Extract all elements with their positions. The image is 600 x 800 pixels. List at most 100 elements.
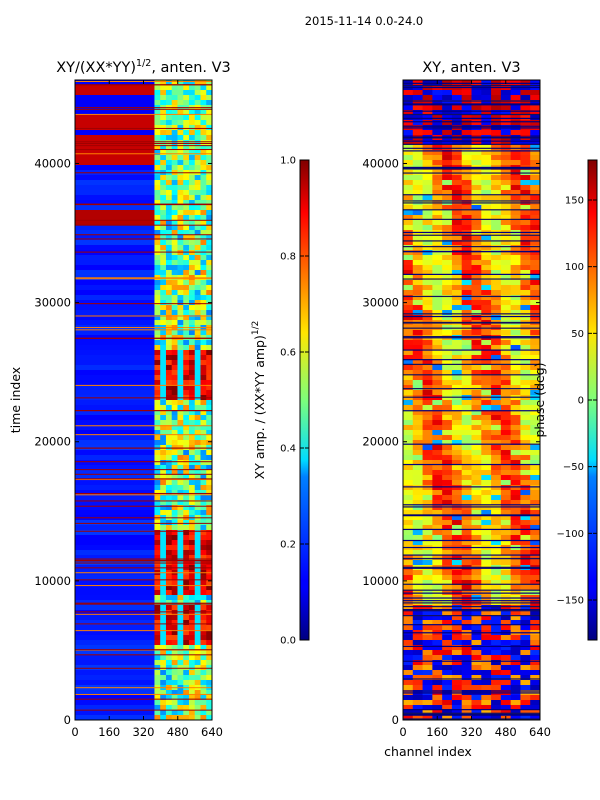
heatmap-cell	[171, 615, 178, 621]
heatmap-cell	[442, 525, 453, 531]
heatmap-cell	[171, 330, 178, 336]
heatmap-cell	[160, 490, 167, 496]
heatmap-cell	[403, 265, 414, 271]
heatmap-cell	[194, 360, 201, 366]
heatmap-cell	[422, 305, 433, 311]
heatmap-cell	[194, 540, 201, 546]
heatmap-cell	[442, 365, 453, 371]
heatmap-cell	[451, 470, 463, 476]
heatmap-cell	[154, 640, 161, 646]
heatmap-cell	[461, 340, 472, 346]
heatmap-cell	[165, 475, 173, 481]
heatmap-row	[75, 250, 212, 256]
heatmap-cell	[491, 440, 502, 446]
heatmap-cell	[451, 705, 463, 711]
heatmap-cell	[177, 450, 184, 456]
heatmap-cell	[165, 555, 173, 561]
heatmap-cell	[188, 630, 196, 636]
heatmap-cell	[500, 400, 512, 406]
heatmap-cell	[520, 660, 531, 666]
heatmap-cell	[500, 625, 512, 631]
heatmap-cell	[154, 415, 161, 421]
heatmap-cell	[530, 130, 540, 136]
heatmap-row	[75, 690, 212, 696]
heatmap-cell	[432, 640, 443, 646]
heatmap-cell	[206, 495, 212, 501]
heatmap-cell	[183, 230, 190, 236]
heatmap-cell	[183, 520, 190, 526]
heatmap-cell	[188, 160, 196, 166]
heatmap-cell	[183, 210, 190, 216]
heatmap-cell	[510, 195, 521, 201]
heatmap-cell	[461, 330, 472, 336]
heatmap-cell	[200, 550, 207, 556]
heatmap-cell	[177, 475, 184, 481]
heatmap-cell	[206, 430, 212, 436]
heatmap-cell	[481, 445, 492, 451]
heatmap-cell	[530, 700, 540, 706]
heatmap-cell	[491, 675, 502, 681]
heatmap-cell	[194, 355, 201, 361]
heatmap-cell	[500, 375, 512, 381]
heatmap-cell	[520, 625, 531, 631]
heatmap-cell	[471, 340, 482, 346]
heatmap-cell	[442, 210, 453, 216]
heatmap-cell	[194, 135, 201, 141]
heatmap-cell	[412, 210, 424, 216]
heatmap-cell	[510, 625, 521, 631]
heatmap-cell	[451, 270, 463, 276]
heatmap-row	[75, 285, 212, 291]
heatmap-row	[75, 700, 212, 706]
heatmap-cell	[177, 400, 184, 406]
heatmap-cell	[194, 525, 201, 531]
heatmap-cell	[200, 155, 207, 161]
heatmap-cell	[154, 465, 161, 471]
heatmap-cell	[481, 435, 492, 441]
heatmap-cell	[461, 130, 472, 136]
y-tick-label: 30000	[362, 296, 399, 310]
heatmap-row	[75, 695, 212, 701]
heatmap-cell	[481, 405, 492, 411]
heatmap-cell	[510, 405, 521, 411]
heatmap-cell	[200, 620, 207, 626]
heatmap-cell	[171, 390, 178, 396]
heatmap-cell	[177, 590, 184, 596]
heatmap-cell	[160, 340, 167, 346]
heatmap-cell	[491, 100, 502, 106]
heatmap-cell	[177, 310, 184, 316]
heatmap-cell	[194, 160, 201, 166]
heatmap-cell	[422, 530, 433, 536]
heatmap-cell	[491, 605, 502, 611]
heatmap-cell	[403, 605, 414, 611]
heatmap-cell	[160, 130, 167, 136]
heatmap-cell	[154, 365, 161, 371]
heatmap-cell	[171, 480, 178, 486]
heatmap-cell	[451, 585, 463, 591]
heatmap-cell	[491, 475, 502, 481]
heatmap-cell	[412, 270, 424, 276]
heatmap-cell	[432, 645, 443, 651]
heatmap-cell	[481, 550, 492, 556]
heatmap-cell	[194, 405, 201, 411]
heatmap-cell	[160, 85, 167, 91]
heatmap-cell	[510, 445, 521, 451]
heatmap-cell	[530, 525, 540, 531]
heatmap-cell	[183, 215, 190, 221]
heatmap-cell	[461, 625, 472, 631]
heatmap-cell	[491, 235, 502, 241]
heatmap-cell	[432, 485, 443, 491]
heatmap-cell	[188, 415, 196, 421]
heatmap-cell	[154, 680, 161, 686]
heatmap-cell	[200, 340, 207, 346]
heatmap-cell	[200, 500, 207, 506]
heatmap-cell	[200, 540, 207, 546]
heatmap-cell	[200, 595, 207, 601]
heatmap-flag-line	[403, 709, 540, 711]
heatmap-row	[75, 505, 212, 511]
heatmap-cell	[194, 385, 201, 391]
heatmap-cell	[520, 410, 531, 416]
heatmap-cell	[206, 460, 212, 466]
heatmap-cell	[422, 525, 433, 531]
heatmap-cell	[171, 460, 178, 466]
